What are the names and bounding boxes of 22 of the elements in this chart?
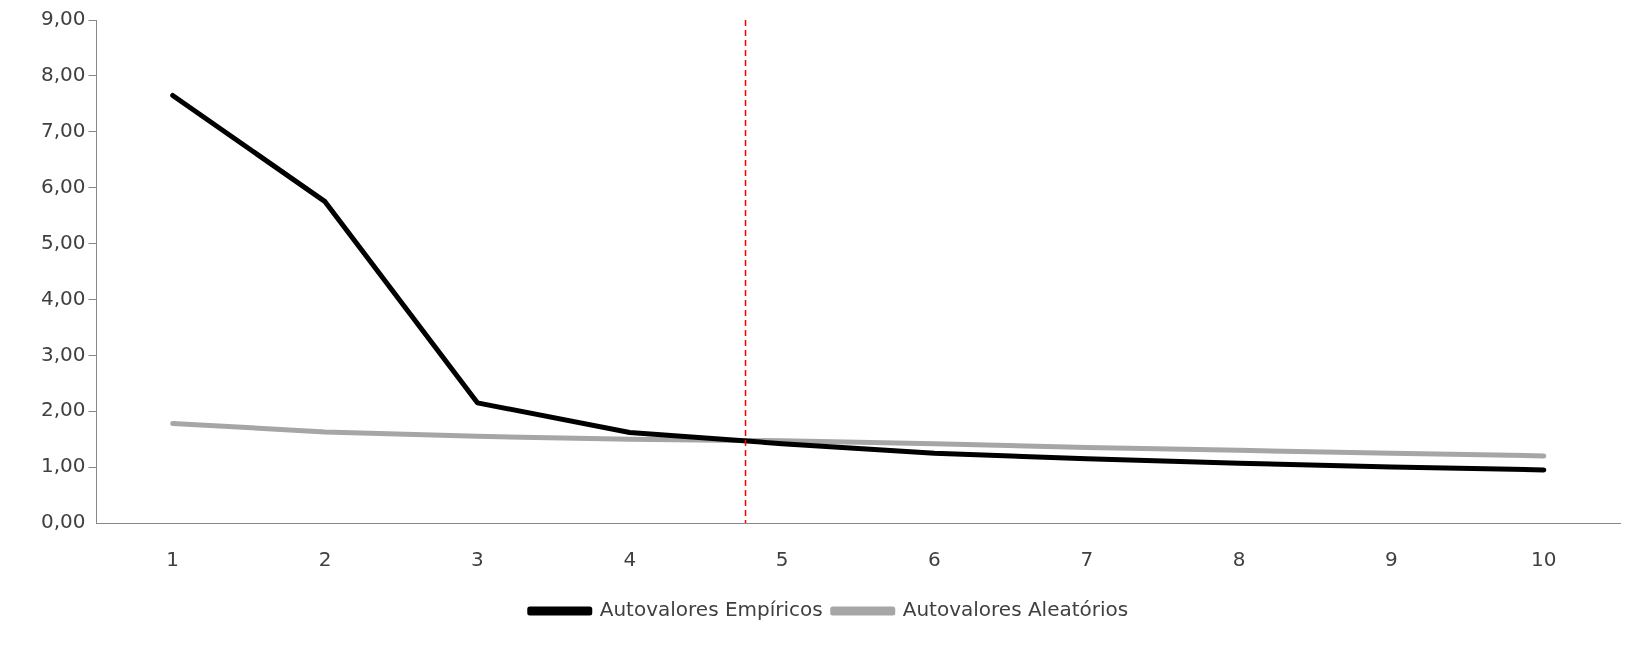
x-tick-label: 7 [1080, 547, 1094, 572]
y-tick-label: 4,00 [41, 285, 86, 310]
legend-label: Autovalores Aleatórios [902, 597, 1129, 622]
x-tick-label: 2 [318, 547, 332, 572]
y-tick-label: 1,00 [41, 453, 86, 478]
y-tick-label: 3,00 [41, 341, 86, 366]
legend-label: Autovalores Empíricos [599, 597, 823, 622]
x-tick-label: 10 [1531, 547, 1557, 572]
x-tick-label: 4 [623, 547, 637, 572]
y-tick-label: 8,00 [41, 62, 86, 87]
y-tick-label: 9,00 [41, 6, 86, 31]
x-tick-label: 6 [928, 547, 941, 572]
x-tick-label: 1 [166, 547, 180, 572]
x-tick-label: 5 [775, 547, 789, 572]
y-tick-label: 6,00 [41, 173, 86, 198]
x-tick-label: 9 [1385, 547, 1398, 572]
x-tick-label: 3 [471, 547, 484, 572]
x-tick-label: 8 [1232, 547, 1246, 572]
y-tick-label: 0,00 [41, 509, 86, 534]
y-tick-label: 2,00 [41, 397, 86, 422]
y-tick-label: 7,00 [41, 117, 86, 142]
y-tick-label: 5,00 [41, 229, 86, 254]
